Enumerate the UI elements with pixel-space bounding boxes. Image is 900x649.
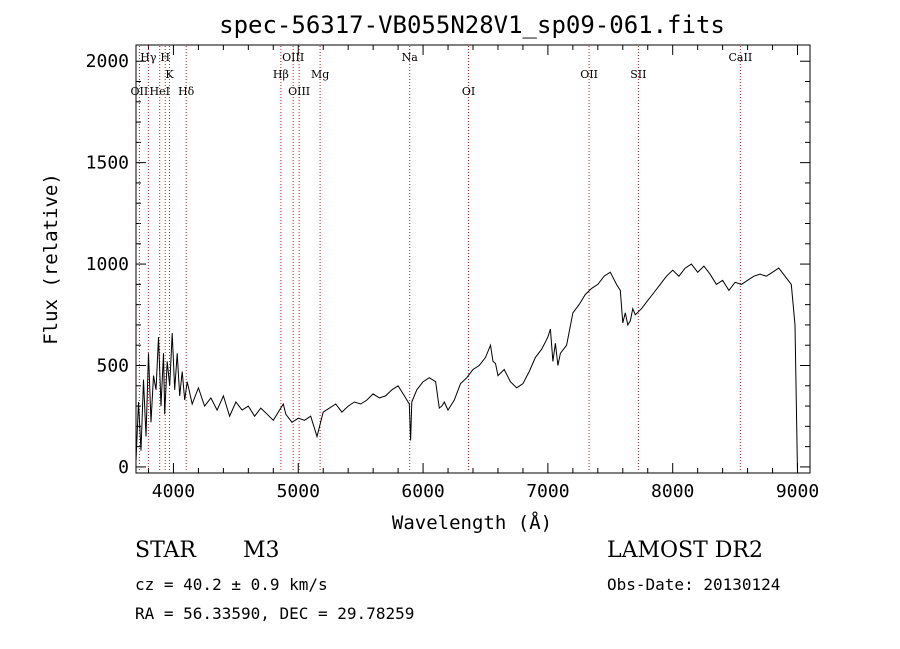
y-axis-ticks: 0 500 1000 1500 2000 <box>86 51 810 478</box>
line-marker-label: Hβ <box>273 68 289 81</box>
line-marker-label: OI <box>462 85 475 98</box>
y-tick-label: 500 <box>96 355 129 376</box>
obs-date: Obs-Date: 20130124 <box>607 575 781 594</box>
plot-frame <box>135 44 811 474</box>
chart-title: spec-56317-VB055N28V1_sp09-061.fits <box>219 11 725 39</box>
line-marker-label: OIII <box>288 85 310 98</box>
x-tick-label: 9000 <box>776 481 819 502</box>
line-marker-label: SII <box>630 68 646 81</box>
line-marker-label: Na <box>402 51 419 64</box>
object-subclass: M3 <box>243 538 280 563</box>
line-marker-label: K <box>165 68 174 81</box>
line-marker-label: CaII <box>729 51 753 64</box>
y-axis-label: Flux (relative) <box>40 173 62 345</box>
y-tick-label: 2000 <box>86 51 129 72</box>
line-marker-label: Mg <box>311 68 329 81</box>
line-marker-label: OII <box>131 85 149 98</box>
y-tick-label: 0 <box>118 457 129 478</box>
x-tick-label: 8000 <box>651 481 694 502</box>
object-class: STAR <box>135 538 196 563</box>
redshift-readout: cz = 40.2 ± 0.9 km/s <box>135 575 328 594</box>
x-tick-label: 6000 <box>401 481 444 502</box>
x-tick-label: 5000 <box>277 481 320 502</box>
coordinates-readout: RA = 56.33590, DEC = 29.78259 <box>135 604 415 623</box>
y-tick-label: 1500 <box>86 153 129 174</box>
line-marker-label: Hδ <box>178 85 195 98</box>
x-tick-label: 4000 <box>152 481 195 502</box>
line-marker-label: H <box>160 51 170 64</box>
y-tick-label: 1000 <box>86 254 129 275</box>
x-tick-label: 7000 <box>526 481 569 502</box>
line-marker-label: Hγ <box>140 51 157 64</box>
line-marker-label: OIII <box>282 51 304 64</box>
spectrum-line <box>135 263 798 474</box>
line-marker-label: OII <box>580 68 598 81</box>
line-marker-label: HeI <box>149 85 169 98</box>
survey-name: LAMOST DR2 <box>607 538 763 563</box>
x-axis-ticks: 4000 5000 6000 7000 8000 9000 <box>147 45 819 502</box>
x-axis-label: Wavelength (Å) <box>392 511 552 534</box>
